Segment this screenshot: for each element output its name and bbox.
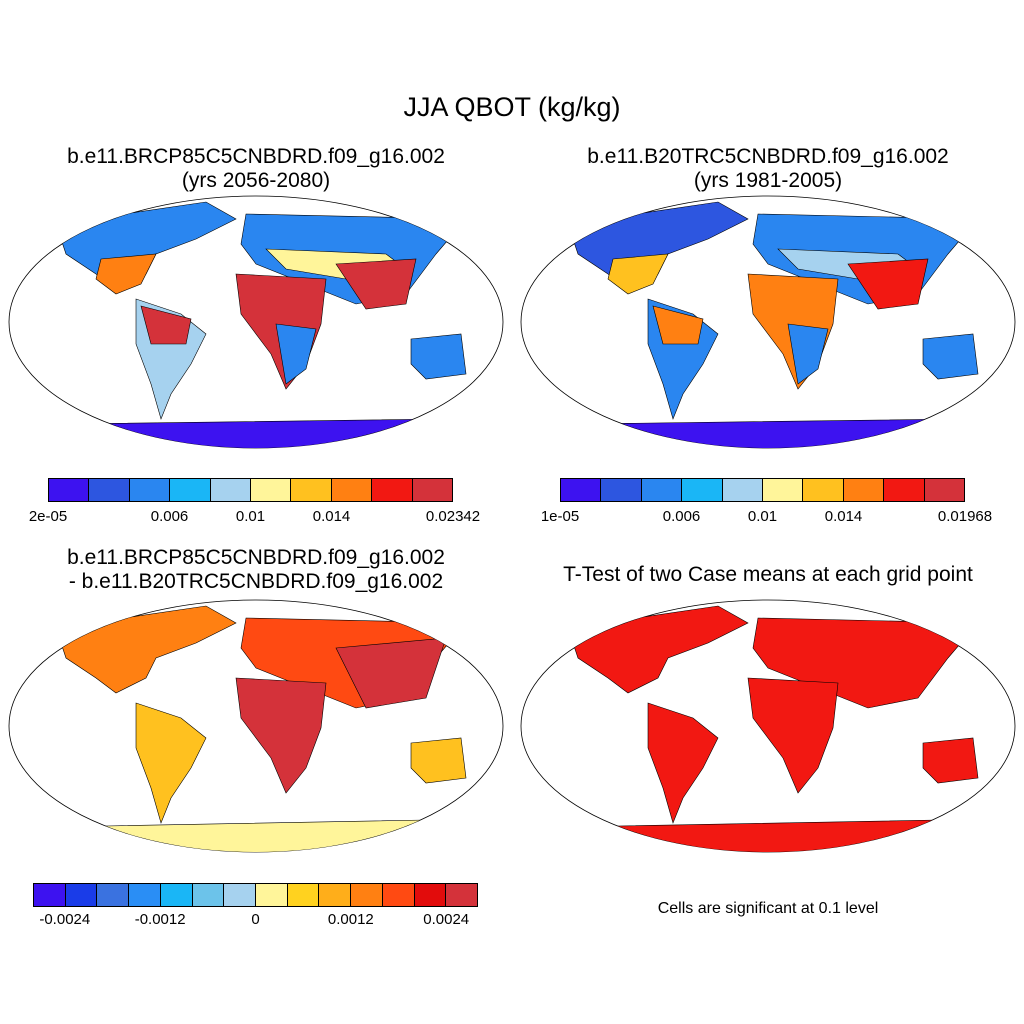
colorbar-cell — [129, 479, 171, 501]
colorbar-tick-label: 0.01 — [747, 508, 778, 525]
case-colorbar — [48, 478, 453, 502]
colorbar-cell — [170, 479, 211, 501]
case-map — [8, 195, 504, 449]
colorbar-cell — [160, 884, 193, 906]
diff-title-line2: - b.e11.B20TRC5CNBDRD.f09_g16.002 — [68, 570, 444, 593]
colorbar-cell — [372, 479, 413, 501]
colorbar-tick-label: 0.0012 — [327, 911, 374, 928]
colorbar-tick-label: 0.014 — [824, 508, 863, 525]
colorbar-cell — [65, 884, 98, 906]
control-title-line1: b.e11.B20TRC5CNBDRD.f09_g16.002 — [587, 145, 949, 168]
control-panel-title: b.e11.B20TRC5CNBDRD.f09_g16.002 (yrs 198… — [514, 145, 1022, 193]
colorbar-tick-label: -0.0012 — [134, 911, 186, 928]
colorbar-cell — [351, 884, 383, 906]
colorbar-cell — [89, 479, 130, 501]
colorbar-tick-label: 0.006 — [662, 508, 701, 525]
colorbar-cell — [287, 884, 320, 906]
colorbar-tick-label: 1e-05 — [540, 508, 580, 525]
colorbar-cell — [884, 479, 925, 501]
colorbar-cell — [224, 884, 257, 906]
colorbar-cell — [601, 479, 642, 501]
case-title-line2: (yrs 2056-2080) — [181, 169, 331, 192]
colorbar-tick-label: 0 — [251, 911, 260, 928]
colorbar-cell — [382, 884, 415, 906]
control-colorbar — [560, 478, 965, 502]
colorbar-tick-label: 0.014 — [312, 508, 351, 525]
colorbar-cell — [34, 884, 66, 906]
case-title-line1: b.e11.BRCP85C5CNBDRD.f09_g16.002 — [67, 145, 445, 168]
colorbar-cell — [412, 479, 453, 501]
colorbar-cell — [129, 884, 161, 906]
colorbar-tick-label: 0.02342 — [425, 508, 481, 525]
colorbar-tick-label: 0.0024 — [423, 911, 470, 928]
colorbar-cell — [319, 884, 352, 906]
colorbar-cell — [192, 884, 225, 906]
control-map — [520, 195, 1016, 449]
colorbar-cell — [210, 479, 252, 501]
diff-map — [8, 599, 504, 853]
figure-title: JJA QBOT (kg/kg) — [403, 92, 621, 122]
colorbar-tick-label: 0.006 — [150, 508, 189, 525]
colorbar-tick-label: 2e-05 — [28, 508, 68, 525]
colorbar-cell — [682, 479, 723, 501]
ttest-map — [520, 599, 1016, 853]
diff-panel-title: b.e11.BRCP85C5CNBDRD.f09_g16.002 - b.e11… — [2, 546, 510, 594]
colorbar-cell — [561, 479, 602, 501]
colorbar-cell — [331, 479, 373, 501]
diff-colorbar — [33, 883, 478, 907]
colorbar-cell — [256, 884, 288, 906]
colorbar-cell — [722, 479, 764, 501]
colorbar-cell — [97, 884, 130, 906]
colorbar-cell — [446, 884, 478, 906]
diff-title-line1: b.e11.BRCP85C5CNBDRD.f09_g16.002 — [67, 546, 445, 569]
colorbar-cell — [251, 479, 292, 501]
colorbar-cell — [924, 479, 965, 501]
ttest-note: Cells are significant at 0.1 level — [657, 900, 879, 917]
colorbar-cell — [291, 479, 332, 501]
control-title-line2: (yrs 1981-2005) — [693, 169, 843, 192]
colorbar-cell — [803, 479, 844, 501]
colorbar-tick-label: 0.01968 — [937, 508, 993, 525]
colorbar-cell — [641, 479, 683, 501]
colorbar-tick-label: -0.0024 — [39, 911, 91, 928]
case-panel-title: b.e11.BRCP85C5CNBDRD.f09_g16.002 (yrs 20… — [2, 145, 510, 193]
colorbar-cell — [414, 884, 447, 906]
colorbar-cell — [843, 479, 885, 501]
colorbar-tick-label: 0.01 — [235, 508, 266, 525]
colorbar-cell — [763, 479, 804, 501]
colorbar-cell — [49, 479, 90, 501]
ttest-panel-title: T-Test of two Case means at each grid po… — [563, 563, 973, 586]
